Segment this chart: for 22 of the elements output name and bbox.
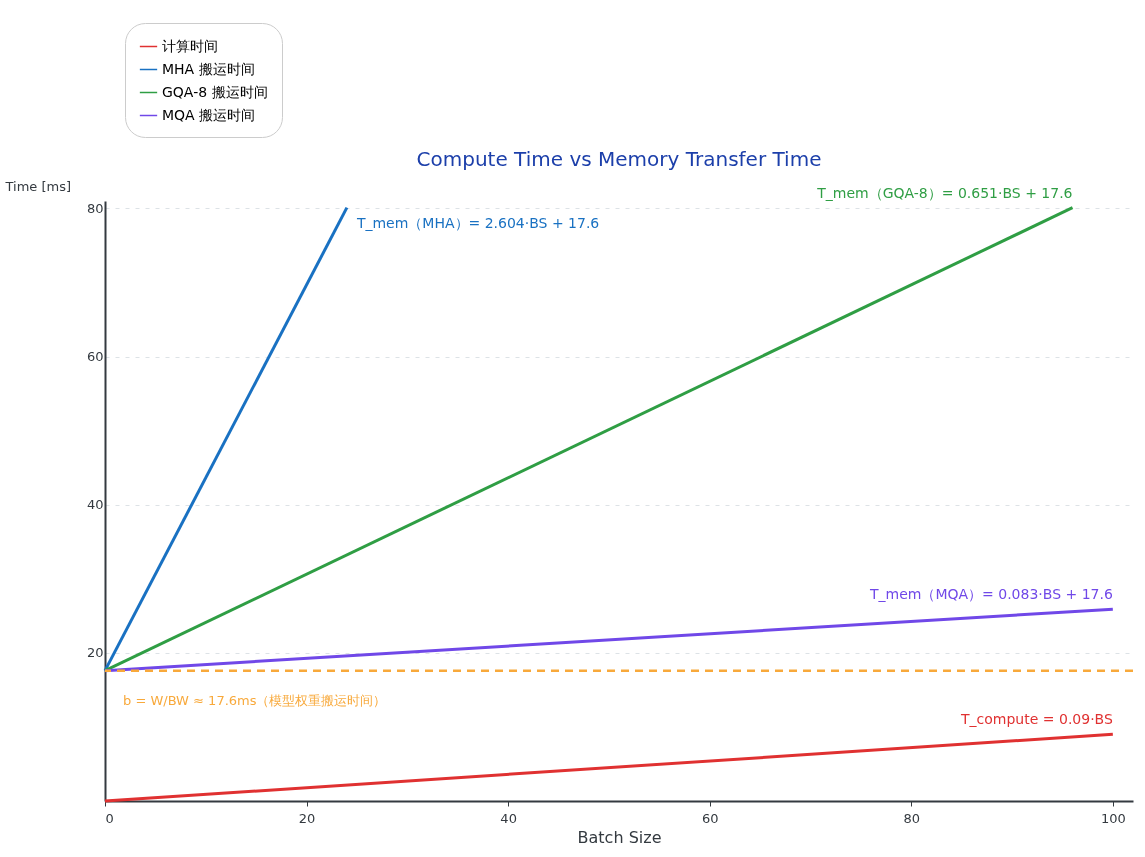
legend-label: GQA-8 搬运时间 bbox=[162, 83, 268, 100]
legend-label: MQA 搬运时间 bbox=[162, 106, 256, 123]
x-tick-label: 0 bbox=[105, 810, 114, 826]
annotation: T_mem（MQA）= 0.083·BS + 17.6 bbox=[868, 586, 1113, 603]
y-tick-label: 80 bbox=[86, 200, 104, 216]
ref-line-label: b = W/BW ≈ 17.6ms（模型权重搬运时间） bbox=[123, 692, 387, 708]
chart-title: Compute Time vs Memory Transfer Time bbox=[416, 147, 822, 171]
y-tick-label: 40 bbox=[86, 497, 104, 513]
text: T_mem（GQA-8）= 0.651·BS + 17.6 bbox=[816, 184, 1073, 201]
x-tick-label: 60 bbox=[701, 810, 719, 826]
legend-label: MHA 搬运时间 bbox=[162, 60, 255, 77]
x-tick-label: 100 bbox=[1100, 810, 1126, 826]
annotation: T_compute = 0.09·BS bbox=[960, 711, 1113, 728]
x-axis-title: Batch Size bbox=[577, 827, 662, 847]
x-tick-label: 80 bbox=[903, 810, 921, 826]
x-tick-label: 40 bbox=[500, 810, 517, 826]
y-axis-title: Time [ms] bbox=[4, 178, 72, 194]
y-tick-label: 60 bbox=[86, 349, 104, 365]
y-tick-label: 20 bbox=[86, 645, 104, 661]
annotation: T_mem（MHA）= 2.604·BS + 17.6 bbox=[355, 214, 600, 231]
legend-label: 计算时间 bbox=[162, 37, 218, 54]
x-tick-label: 20 bbox=[298, 810, 316, 826]
